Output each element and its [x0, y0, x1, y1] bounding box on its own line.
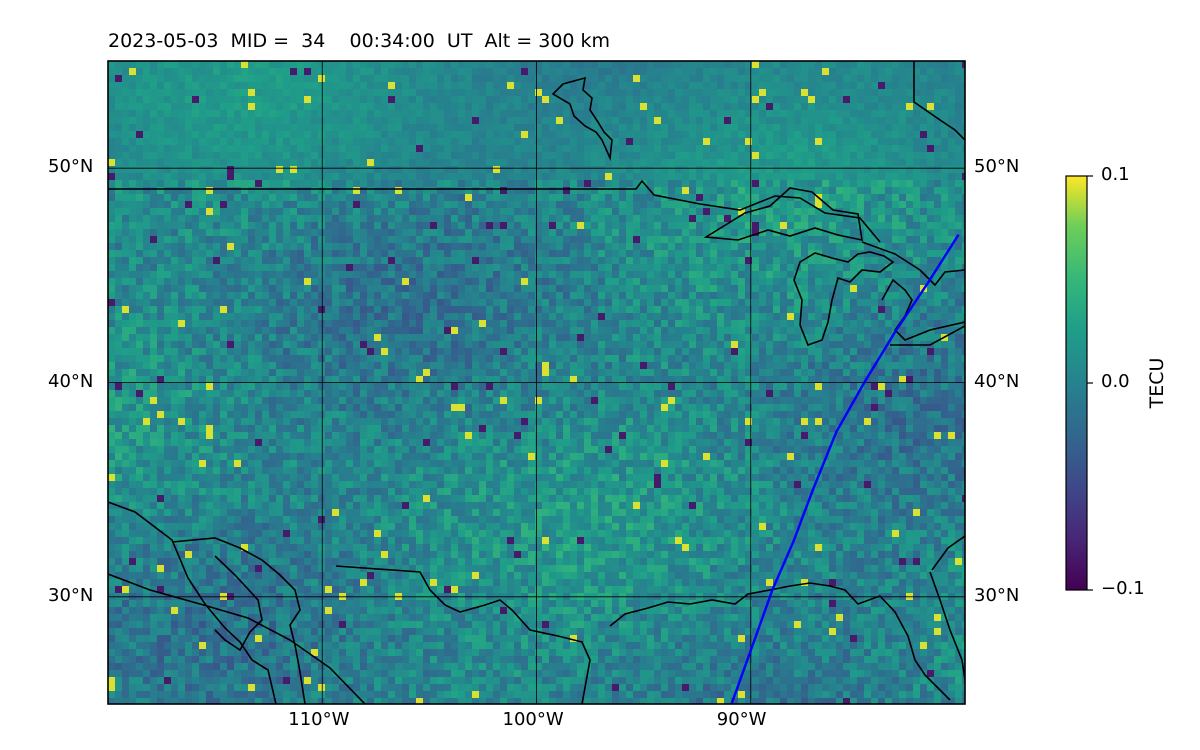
- colorbar-tick-label: −0.1: [1101, 578, 1145, 599]
- colorbar-tick-label: 0.1: [1101, 164, 1130, 185]
- lat-tick-label-right: 50°N: [974, 156, 1020, 178]
- colorbar: [1065, 175, 1093, 591]
- gulf-coast-texas: [335, 565, 591, 704]
- coastlines: [108, 61, 965, 704]
- lon-tick-label: 100°W: [502, 709, 564, 730]
- satellite-track: [730, 233, 960, 704]
- tec-map: [107, 60, 966, 705]
- map-title: 2023-05-03 MID = 34 00:34:00 UT Alt = 30…: [108, 30, 611, 52]
- florida-coast: [931, 535, 965, 571]
- tec-heatmap: [108, 61, 965, 704]
- colorbar-tick-label: 0.0: [1101, 371, 1130, 392]
- florida-west: [929, 571, 965, 681]
- lake-superior: [703, 187, 863, 242]
- us-canada-border: [108, 179, 881, 243]
- mexico-pacific: [108, 573, 366, 704]
- colorbar-gradient: [1066, 176, 1087, 590]
- hudson-bay: [913, 61, 965, 141]
- gulf-of-california: [171, 537, 306, 704]
- lat-tick-label-right: 40°N: [974, 370, 1020, 392]
- lat-tick-label-right: 30°N: [974, 584, 1020, 606]
- lon-tick-label: 110°W: [288, 709, 350, 730]
- lat-tick-label-left: 50°N: [48, 156, 94, 178]
- colorbar-label: TECU: [1146, 357, 1168, 409]
- lon-tick-label: 90°W: [716, 709, 767, 730]
- lat-tick-label-left: 40°N: [48, 370, 94, 392]
- mexico-west-coast: [108, 501, 277, 704]
- lake-ontario: [890, 325, 965, 346]
- lake-winnipeg: [551, 76, 613, 162]
- baja-tip: [214, 555, 263, 652]
- gridlines: [108, 61, 965, 704]
- lake-michigan: [793, 251, 895, 347]
- map-frame: [107, 60, 966, 705]
- colorbar-ticks: [1087, 175, 1093, 591]
- lake-huron: [861, 241, 965, 287]
- gulf-coast-east: [609, 582, 951, 701]
- lat-tick-label-left: 30°N: [48, 584, 94, 606]
